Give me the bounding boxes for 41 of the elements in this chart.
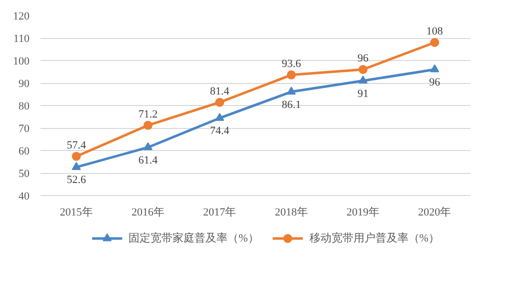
data-label: 96	[429, 76, 441, 88]
point	[215, 112, 224, 121]
y-tick-label: 40	[18, 190, 30, 202]
data-label: 96	[358, 52, 369, 64]
data-label: 57.4	[66, 139, 86, 152]
legend-label: 固定宽带家庭普及率（%）	[128, 232, 259, 244]
y-tick-label: 50	[18, 168, 30, 180]
legend-label: 移动宽带用户普及率（%）	[309, 232, 440, 244]
data-label: 71.2	[138, 108, 158, 120]
y-tick-label: 90	[18, 78, 30, 90]
point	[286, 86, 296, 95]
y-tick-label: 120	[13, 10, 30, 22]
data-label: 86.1	[282, 98, 301, 111]
point	[286, 70, 296, 80]
point	[358, 65, 368, 74]
data-label: 81.4	[210, 85, 230, 98]
y-tick-label: 80	[18, 100, 30, 112]
data-label: 108	[426, 26, 444, 38]
data-label: 74.4	[210, 125, 230, 138]
x-tick-label: 2019年	[346, 206, 380, 218]
x-tick-label: 2015年	[60, 206, 93, 218]
point	[72, 162, 81, 170]
x-tick-label: 2018年	[274, 206, 308, 218]
x-tick-label: 2017年	[203, 206, 236, 218]
y-tick-label: 70	[18, 123, 30, 135]
y-tick-label: 100	[13, 56, 30, 68]
data-label: 91	[358, 88, 368, 100]
x-tick-label: 2016年	[132, 206, 164, 218]
x-tick-label: 2020年	[418, 206, 452, 218]
point	[430, 38, 440, 47]
point	[144, 142, 152, 150]
point	[358, 76, 368, 84]
point	[72, 152, 81, 161]
point	[430, 64, 440, 72]
data-label: 61.4	[138, 154, 158, 166]
y-tick-label: 60	[18, 146, 30, 158]
data-label: 93.6	[282, 58, 302, 70]
y-tick-label: 110	[13, 33, 30, 45]
point	[144, 120, 152, 130]
data-label: 52.6	[66, 174, 86, 186]
point	[215, 98, 224, 107]
